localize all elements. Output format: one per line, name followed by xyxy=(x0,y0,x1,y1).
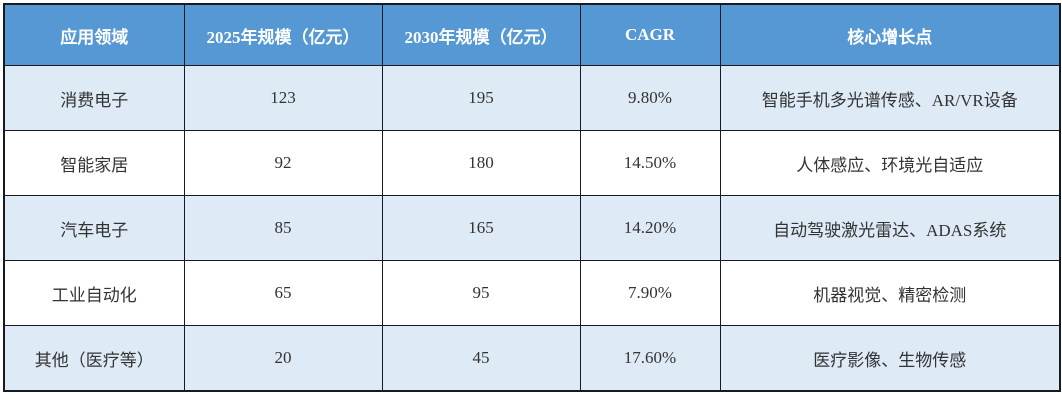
table-row-smart-home: 智能家居 92 180 14.50% 人体感应、环境光自适应 xyxy=(3,130,1061,196)
cell-growth-point: 医疗影像、生物传感 xyxy=(719,325,1061,392)
cell-growth-point: 机器视觉、精密检测 xyxy=(719,260,1061,326)
cell-field: 智能家居 xyxy=(3,130,185,196)
column-header-2025-scale: 2025年规模（亿元） xyxy=(183,3,383,66)
cell-2030-value: 95 xyxy=(381,260,581,326)
table-row-others-medical: 其他（医疗等） 20 45 17.60% 医疗影像、生物传感 xyxy=(3,325,1061,392)
cell-growth-point: 人体感应、环境光自适应 xyxy=(719,130,1061,196)
cell-cagr-value: 9.80% xyxy=(579,65,721,131)
cell-2030-value: 165 xyxy=(381,195,581,261)
cell-2025-value: 123 xyxy=(183,65,383,131)
cell-2030-value: 180 xyxy=(381,130,581,196)
cell-field: 消费电子 xyxy=(3,65,185,131)
cell-field: 汽车电子 xyxy=(3,195,185,261)
cell-cagr-value: 7.90% xyxy=(579,260,721,326)
header-row: 应用领域 2025年规模（亿元） 2030年规模（亿元） CAGR 核心增长点 xyxy=(3,3,1061,66)
table-row-industrial-automation: 工业自动化 65 95 7.90% 机器视觉、精密检测 xyxy=(3,260,1061,326)
cell-growth-point: 智能手机多光谱传感、AR/VR设备 xyxy=(719,65,1061,131)
table-row-automotive-electronics: 汽车电子 85 165 14.20% 自动驾驶激光雷达、ADAS系统 xyxy=(3,195,1061,261)
cell-2025-value: 92 xyxy=(183,130,383,196)
column-header-2030-scale: 2030年规模（亿元） xyxy=(381,3,581,66)
cell-cagr-value: 17.60% xyxy=(579,325,721,392)
column-header-cagr: CAGR xyxy=(579,3,721,66)
column-header-application-field: 应用领域 xyxy=(3,3,185,66)
cell-growth-point: 自动驾驶激光雷达、ADAS系统 xyxy=(719,195,1061,261)
cell-2025-value: 85 xyxy=(183,195,383,261)
market-size-table-container: 应用领域 2025年规模（亿元） 2030年规模（亿元） CAGR 核心增长点 … xyxy=(3,3,1061,392)
cell-cagr-value: 14.20% xyxy=(579,195,721,261)
column-header-core-growth: 核心增长点 xyxy=(719,3,1061,66)
table-row-consumer-electronics: 消费电子 123 195 9.80% 智能手机多光谱传感、AR/VR设备 xyxy=(3,65,1061,131)
market-size-table: 应用领域 2025年规模（亿元） 2030年规模（亿元） CAGR 核心增长点 … xyxy=(3,3,1061,392)
cell-field: 其他（医疗等） xyxy=(3,325,185,392)
cell-2030-value: 45 xyxy=(381,325,581,392)
cell-2025-value: 65 xyxy=(183,260,383,326)
cell-field: 工业自动化 xyxy=(3,260,185,326)
cell-2030-value: 195 xyxy=(381,65,581,131)
cell-cagr-value: 14.50% xyxy=(579,130,721,196)
cell-2025-value: 20 xyxy=(183,325,383,392)
